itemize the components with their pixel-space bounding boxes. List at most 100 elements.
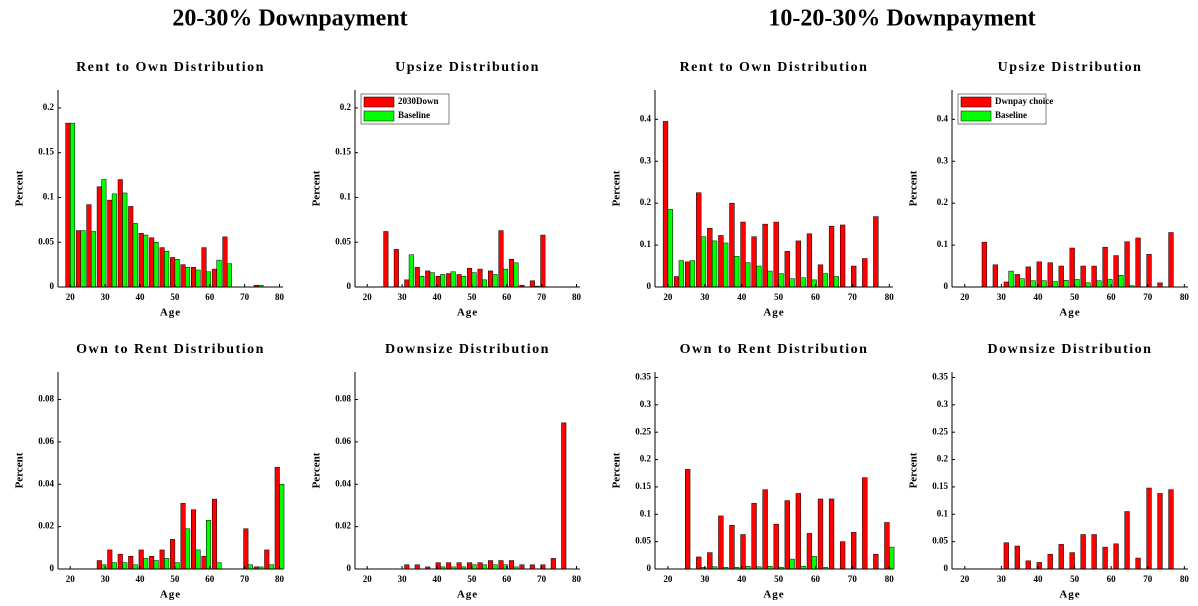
- bar: [107, 549, 113, 570]
- bar: [992, 264, 998, 288]
- bar: [696, 556, 702, 570]
- x-tick-label: 70: [848, 574, 858, 584]
- bar: [191, 267, 197, 288]
- bar: [540, 234, 546, 288]
- x-tick-label: 40: [1033, 292, 1043, 302]
- y-axis-label: Percent: [14, 452, 26, 488]
- y-tick-label: 0.2: [937, 197, 949, 207]
- bar: [195, 549, 201, 570]
- bar: [211, 498, 217, 570]
- bar: [806, 533, 813, 570]
- x-tick-label: 40: [432, 292, 442, 302]
- bar: [195, 269, 201, 288]
- bar: [1157, 282, 1163, 288]
- x-tick-label: 20: [960, 574, 970, 584]
- bar: [1014, 545, 1020, 570]
- bar: [206, 520, 212, 570]
- bar: [492, 274, 498, 288]
- legend-label: 2030Down: [398, 96, 439, 106]
- bar: [851, 265, 857, 288]
- bar: [1113, 255, 1119, 288]
- bar: [461, 276, 467, 288]
- x-tick-label: 20: [663, 292, 673, 302]
- bar: [1014, 274, 1020, 288]
- x-tick-label: 60: [1107, 292, 1117, 302]
- y-tick-label: 0: [50, 563, 55, 573]
- y-tick-label: 0.4: [937, 113, 949, 123]
- bar: [111, 193, 117, 288]
- bar: [673, 276, 680, 288]
- bar: [185, 528, 191, 570]
- bar: [1168, 489, 1174, 570]
- bar: [789, 558, 795, 570]
- y-tick-label: 0.05: [38, 236, 54, 246]
- y-axis-label: Percent: [908, 170, 920, 206]
- x-tick-label: 40: [737, 292, 747, 302]
- bar: [482, 564, 488, 570]
- panel-title: Own to Rent Distribution: [76, 342, 265, 357]
- bar: [1124, 241, 1130, 288]
- bar: [243, 528, 249, 570]
- y-axis-label: Percent: [311, 452, 323, 488]
- x-tick-label: 50: [1070, 574, 1080, 584]
- bar: [164, 558, 170, 570]
- y-tick-label: 0.1: [640, 508, 652, 518]
- bar: [700, 236, 707, 288]
- bar: [159, 247, 165, 288]
- x-tick-label: 70: [537, 292, 547, 302]
- bar: [508, 258, 514, 288]
- bar: [425, 270, 431, 288]
- bar: [404, 564, 410, 570]
- x-tick-label: 70: [240, 574, 250, 584]
- panel-title: Rent to Own Distribution: [76, 60, 265, 75]
- bar: [86, 204, 92, 288]
- bar: [264, 549, 270, 570]
- bar: [1025, 560, 1031, 570]
- bar: [1102, 246, 1108, 288]
- x-tick-label: 30: [997, 292, 1007, 302]
- bar: [1135, 237, 1141, 288]
- bar: [211, 268, 217, 288]
- bar: [419, 276, 425, 288]
- legend-label: Dwnpay choice: [995, 96, 1053, 106]
- bar: [185, 267, 191, 288]
- bar: [122, 192, 128, 288]
- y-tick-label: 0: [944, 281, 949, 291]
- bar: [153, 241, 159, 288]
- x-axis-label: Age: [160, 589, 181, 601]
- bar: [1003, 281, 1009, 288]
- bar: [550, 558, 556, 570]
- x-tick-label: 60: [205, 292, 215, 302]
- x-tick-label: 60: [811, 292, 821, 302]
- x-tick-label: 60: [502, 292, 512, 302]
- bar: [471, 272, 477, 288]
- x-tick-label: 80: [275, 292, 285, 302]
- bar: [784, 500, 790, 570]
- x-axis-label: Age: [160, 307, 181, 319]
- bar: [488, 560, 494, 570]
- bar: [762, 489, 768, 570]
- x-tick-label: 60: [811, 574, 821, 584]
- bar: [174, 562, 180, 570]
- bar: [159, 549, 165, 570]
- bar: [456, 562, 462, 570]
- y-tick-label: 0.1: [937, 239, 949, 249]
- bar: [1008, 270, 1014, 288]
- bar: [383, 231, 389, 288]
- bar: [773, 523, 779, 570]
- y-tick-label: 0.1: [340, 192, 352, 202]
- y-tick-label: 0: [647, 281, 652, 291]
- x-tick-label: 60: [502, 574, 512, 584]
- bar: [201, 247, 207, 288]
- bar: [143, 234, 149, 288]
- bar: [662, 121, 669, 288]
- bar: [740, 534, 746, 570]
- bar: [471, 564, 477, 570]
- bar: [1074, 279, 1080, 288]
- bar: [149, 556, 155, 570]
- x-tick-label: 70: [240, 292, 250, 302]
- x-tick-label: 20: [66, 292, 76, 302]
- y-tick-label: 0.2: [640, 454, 652, 464]
- bar: [529, 280, 535, 288]
